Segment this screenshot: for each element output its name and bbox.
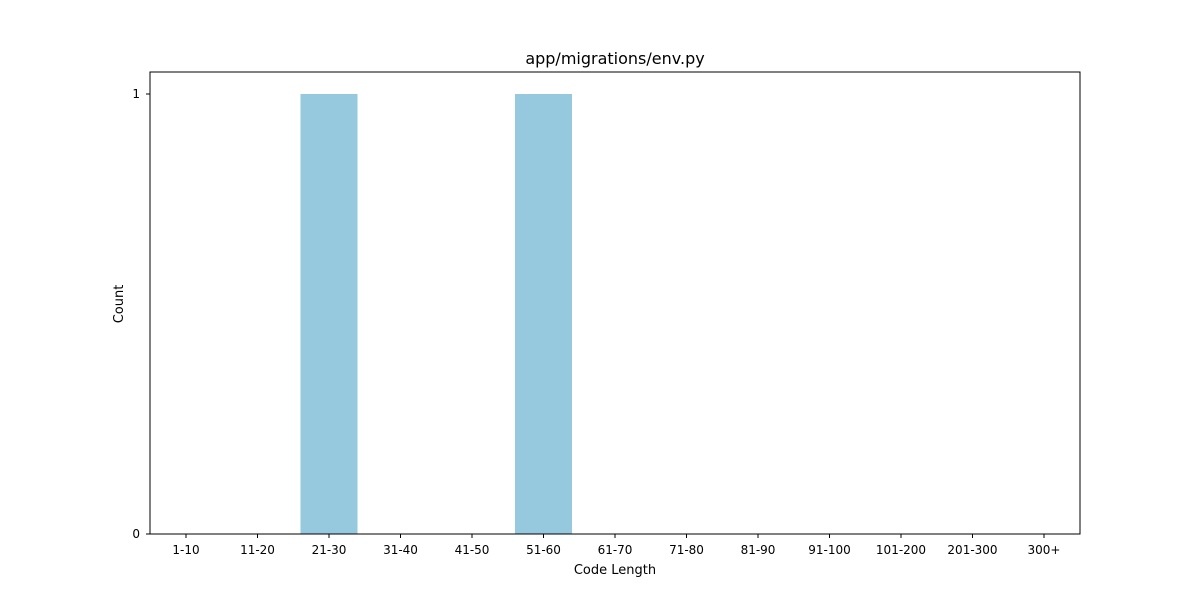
bar-21-30 bbox=[300, 94, 358, 534]
x-tick-label: 101-200 bbox=[876, 543, 926, 557]
x-tick-label: 51-60 bbox=[526, 543, 561, 557]
x-tick-label: 1-10 bbox=[172, 543, 199, 557]
x-axis-label: Code Length bbox=[574, 563, 656, 578]
x-tick-label: 61-70 bbox=[598, 543, 633, 557]
x-tick-label: 71-80 bbox=[669, 543, 704, 557]
y-axis-ticks: 01 bbox=[132, 87, 150, 541]
x-tick-label: 201-300 bbox=[947, 543, 997, 557]
x-tick-label: 41-50 bbox=[455, 543, 490, 557]
chart-title: app/migrations/env.py bbox=[525, 49, 704, 68]
y-tick-label: 0 bbox=[132, 527, 140, 541]
bars-group bbox=[300, 94, 572, 534]
y-tick-label: 1 bbox=[132, 87, 140, 101]
bar-51-60 bbox=[515, 94, 572, 534]
x-axis-ticks: 1-10 11-20 21-30 31-40 41-50 51-60 61-70 71-80 8… bbox=[172, 534, 1060, 557]
plot-frame bbox=[149, 71, 1081, 535]
x-tick-label: 91-100 bbox=[808, 543, 851, 557]
x-tick-label: 21-30 bbox=[312, 543, 347, 557]
x-tick-label: 81-90 bbox=[741, 543, 776, 557]
x-tick-label: 300+ bbox=[1028, 543, 1061, 557]
x-tick-label: 31-40 bbox=[383, 543, 418, 557]
y-axis-label: Count bbox=[112, 285, 127, 324]
x-tick-label: 11-20 bbox=[240, 543, 275, 557]
